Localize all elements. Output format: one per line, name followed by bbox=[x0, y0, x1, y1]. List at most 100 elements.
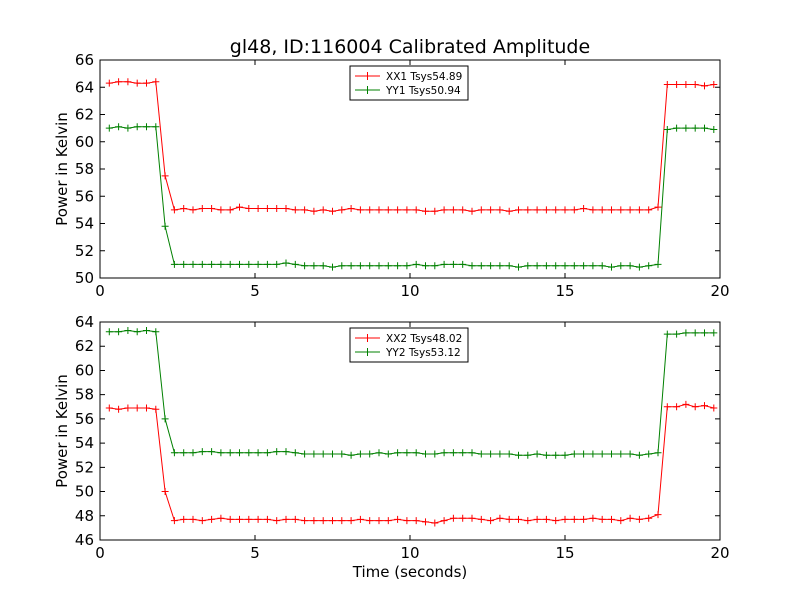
legend-marker bbox=[363, 348, 372, 356]
subplot-1: 0 5 10 15 20 50 52 54 56 58 60 62 64 66 Power in Kelvi… bbox=[53, 51, 730, 300]
series-line-1-2 bbox=[109, 126, 714, 268]
data-point bbox=[682, 81, 690, 89]
data-point bbox=[254, 515, 262, 523]
data-point bbox=[552, 451, 560, 459]
data-point bbox=[533, 450, 541, 458]
legend-box bbox=[349, 327, 469, 363]
legend-marker bbox=[363, 72, 372, 80]
data-point bbox=[570, 450, 578, 458]
data-point bbox=[198, 205, 206, 213]
data-point bbox=[319, 517, 327, 525]
data-point bbox=[673, 330, 681, 338]
data-point bbox=[338, 262, 346, 270]
data-point bbox=[570, 206, 578, 214]
data-point bbox=[682, 329, 690, 337]
data-point bbox=[208, 260, 216, 268]
data-point bbox=[412, 449, 420, 457]
data-point bbox=[115, 405, 123, 413]
data-point bbox=[217, 206, 225, 214]
data-point bbox=[161, 415, 169, 423]
data-point bbox=[617, 206, 625, 214]
data-point bbox=[580, 205, 588, 213]
legend: XX1 Tsys54.89 YY1 Tsys50.94 bbox=[349, 65, 469, 101]
data-point bbox=[701, 329, 708, 337]
data-point bbox=[152, 123, 160, 131]
data-point bbox=[161, 222, 169, 230]
data-point bbox=[561, 515, 569, 523]
data-point bbox=[180, 515, 188, 523]
data-point bbox=[301, 517, 309, 525]
data-point bbox=[170, 517, 178, 525]
data-point bbox=[384, 517, 392, 525]
data-point bbox=[691, 124, 699, 132]
x-tick-label: 0 bbox=[95, 282, 105, 300]
data-point bbox=[245, 260, 253, 268]
data-point bbox=[291, 515, 299, 523]
data-point bbox=[394, 206, 402, 214]
data-point bbox=[236, 449, 243, 457]
data-point bbox=[477, 450, 485, 458]
data-point bbox=[329, 517, 336, 525]
data-point bbox=[273, 260, 281, 268]
data-point bbox=[143, 123, 150, 131]
data-point bbox=[422, 207, 429, 215]
data-point bbox=[589, 514, 597, 522]
data-point bbox=[273, 448, 281, 456]
data-point bbox=[273, 205, 281, 213]
series-line-1-1 bbox=[109, 81, 714, 212]
data-point bbox=[124, 78, 132, 86]
data-point bbox=[236, 515, 243, 523]
data-point bbox=[384, 262, 392, 270]
data-point bbox=[440, 206, 448, 214]
data-point bbox=[552, 262, 560, 270]
data-point bbox=[245, 515, 253, 523]
data-point bbox=[589, 206, 597, 214]
data-point bbox=[431, 450, 439, 458]
series-line-2-1 bbox=[109, 403, 714, 524]
data-point bbox=[329, 207, 336, 215]
data-point bbox=[635, 206, 643, 214]
data-point bbox=[524, 451, 532, 459]
data-point bbox=[663, 403, 671, 411]
data-point bbox=[626, 206, 634, 214]
data-point bbox=[310, 262, 318, 270]
data-point bbox=[217, 260, 225, 268]
data-point bbox=[263, 205, 271, 213]
data-point bbox=[217, 449, 225, 457]
data-point bbox=[440, 260, 448, 268]
data-point bbox=[570, 515, 578, 523]
data-point bbox=[673, 124, 681, 132]
data-point bbox=[356, 515, 364, 523]
data-point bbox=[143, 404, 150, 412]
data-point bbox=[561, 451, 569, 459]
data-point bbox=[133, 328, 141, 336]
data-point bbox=[440, 517, 448, 525]
data-point bbox=[635, 515, 643, 523]
data-point bbox=[338, 517, 346, 525]
y-tick-label: 58 bbox=[75, 386, 94, 404]
data-point bbox=[626, 262, 634, 270]
data-point bbox=[161, 172, 169, 180]
data-point bbox=[496, 514, 504, 522]
data-point bbox=[180, 449, 188, 457]
data-point bbox=[226, 206, 234, 214]
data-point bbox=[496, 206, 504, 214]
data-point bbox=[105, 328, 113, 336]
data-point bbox=[635, 451, 643, 459]
data-point bbox=[710, 404, 718, 412]
data-point bbox=[505, 515, 513, 523]
data-point bbox=[394, 262, 402, 270]
data-point bbox=[459, 449, 467, 457]
data-point bbox=[701, 124, 708, 132]
data-point bbox=[710, 81, 718, 89]
data-point bbox=[366, 206, 374, 214]
data-point bbox=[626, 514, 634, 522]
data-point bbox=[673, 403, 681, 411]
data-point bbox=[542, 262, 550, 270]
data-point bbox=[133, 404, 141, 412]
data-point bbox=[691, 403, 699, 411]
data-point bbox=[654, 449, 662, 457]
data-point bbox=[208, 448, 216, 456]
data-point bbox=[143, 79, 150, 87]
data-point bbox=[403, 262, 411, 270]
